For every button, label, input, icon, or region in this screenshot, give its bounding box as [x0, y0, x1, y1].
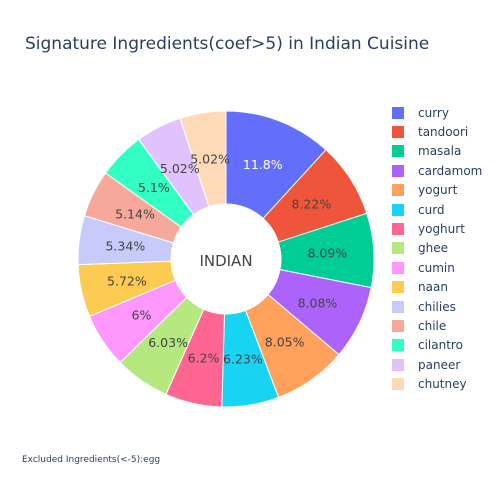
legend-item-chutney[interactable]: chutney	[392, 374, 482, 393]
legend-item-ghee[interactable]: ghee	[392, 239, 482, 258]
legend-item-tandoori[interactable]: tandoori	[392, 122, 482, 141]
legend-item-cumin[interactable]: cumin	[392, 258, 482, 277]
legend-swatch	[392, 145, 404, 158]
legend-item-yogurt[interactable]: yogurt	[392, 181, 482, 200]
chart-title: Signature Ingredients(coef>5) in Indian …	[25, 34, 430, 54]
legend-label: paneer	[418, 357, 461, 372]
legend-swatch	[392, 358, 404, 371]
slice-label-curry: 11.8%	[243, 157, 283, 172]
legend-swatch	[392, 184, 404, 197]
legend-label: yogurt	[418, 183, 458, 198]
slice-label-cumin: 6%	[132, 308, 152, 323]
slice-label-chile: 5.14%	[115, 207, 155, 222]
legend-label: cardamom	[418, 163, 483, 178]
legend-label: ghee	[418, 241, 448, 256]
legend-swatch	[392, 300, 404, 313]
slice-label-cilantro: 5.1%	[138, 180, 170, 195]
legend-label: masala	[418, 144, 462, 159]
slice-label-naan: 5.72%	[107, 273, 147, 288]
legend-item-masala[interactable]: masala	[392, 142, 482, 161]
center-label: INDIAN	[199, 252, 252, 270]
legend-label: cilantro	[418, 338, 463, 353]
legend-swatch	[392, 378, 404, 391]
legend-label: cumin	[418, 260, 455, 275]
slice-label-chutney: 5.02%	[190, 151, 230, 166]
legend-label: chutney	[418, 377, 467, 392]
legend-label: chilies	[418, 299, 456, 314]
slice-label-yoghurt: 6.2%	[188, 350, 220, 365]
legend-label: curry	[418, 105, 449, 120]
legend-label: yoghurt	[418, 222, 465, 237]
legend-item-cardamom[interactable]: cardamom	[392, 161, 482, 180]
legend-label: curd	[418, 202, 445, 217]
legend-item-cilantro[interactable]: cilantro	[392, 336, 482, 355]
slice-label-ghee: 6.03%	[148, 335, 188, 350]
slice-label-chilies: 5.34%	[105, 238, 145, 253]
legend-swatch	[392, 339, 404, 352]
slice-label-paneer: 5.02%	[160, 161, 200, 176]
legend-swatch	[392, 203, 404, 216]
legend-item-chilies[interactable]: chilies	[392, 297, 482, 316]
legend-item-curd[interactable]: curd	[392, 200, 482, 219]
slice-label-cardamom: 8.08%	[298, 296, 338, 311]
legend-swatch	[392, 242, 404, 255]
pie-slice-chutney	[179, 110, 227, 208]
legend-item-yoghurt[interactable]: yoghurt	[392, 219, 482, 238]
pie-slices	[77, 110, 375, 408]
legend-swatch	[392, 164, 404, 177]
slice-label-curd: 6.23%	[223, 352, 263, 367]
legend-item-curry[interactable]: curry	[392, 103, 482, 122]
slice-labels: 11.8% 8.22% 8.09% 8.08% 8.05%6.23%6.2%6.03% 6…	[105, 151, 347, 366]
footnote: Excluded Ingredients(<-5):egg	[22, 455, 161, 465]
slice-label-masala: 8.09%	[307, 245, 347, 260]
legend-item-naan[interactable]: naan	[392, 278, 482, 297]
legend-swatch	[392, 281, 404, 294]
legend-label: tandoori	[418, 125, 469, 140]
legend-label: naan	[418, 280, 448, 295]
legend-swatch	[392, 261, 404, 274]
legend-swatch	[392, 223, 404, 236]
legend-label: chile	[418, 318, 447, 333]
slice-label-yogurt: 8.05%	[265, 334, 305, 349]
legend-item-chile[interactable]: chile	[392, 316, 482, 335]
legend-swatch	[392, 319, 404, 332]
legend-swatch	[392, 106, 404, 119]
legend-item-paneer[interactable]: paneer	[392, 355, 482, 374]
legend-swatch	[392, 126, 404, 139]
slice-label-tandoori: 8.22%	[292, 197, 332, 212]
legend: curry tandoori masala cardamom yogurt curd yog…	[392, 103, 482, 394]
